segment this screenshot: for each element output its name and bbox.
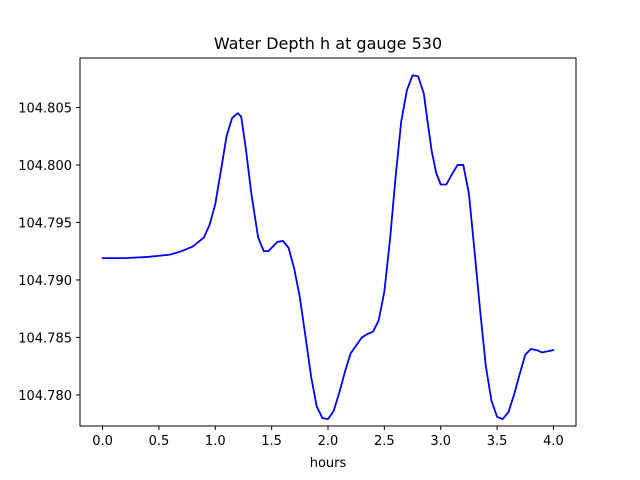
y-tick-label: 104.790 (18, 274, 72, 289)
x-axis-label: hours (310, 456, 347, 471)
y-axis: 104.780 104.785 104.790 104.795 104.800 104.8… (18, 101, 80, 404)
x-tick-label: 0.0 (92, 434, 113, 449)
x-axis: 0.0 0.5 1.0 1.5 2.0 2.5 3.0 3.5 4.0 (92, 426, 564, 449)
x-tick-label: 3.5 (487, 434, 508, 449)
y-tick-label: 104.805 (18, 101, 72, 116)
x-tick-label: 1.0 (205, 434, 226, 449)
x-tick-label: 2.0 (318, 434, 339, 449)
x-tick-label: 3.0 (430, 434, 451, 449)
chart-title: Water Depth h at gauge 530 (214, 34, 442, 53)
y-tick-label: 104.785 (18, 331, 72, 346)
x-tick-label: 2.5 (374, 434, 395, 449)
x-tick-label: 1.5 (261, 434, 282, 449)
x-tick-label: 4.0 (543, 434, 564, 449)
y-tick-label: 104.795 (18, 216, 72, 231)
y-tick-label: 104.780 (18, 389, 72, 404)
plot-area (101, 74, 555, 420)
x-tick-label: 0.5 (149, 434, 170, 449)
series-line-0 (101, 74, 555, 420)
y-tick-label: 104.800 (18, 159, 72, 174)
